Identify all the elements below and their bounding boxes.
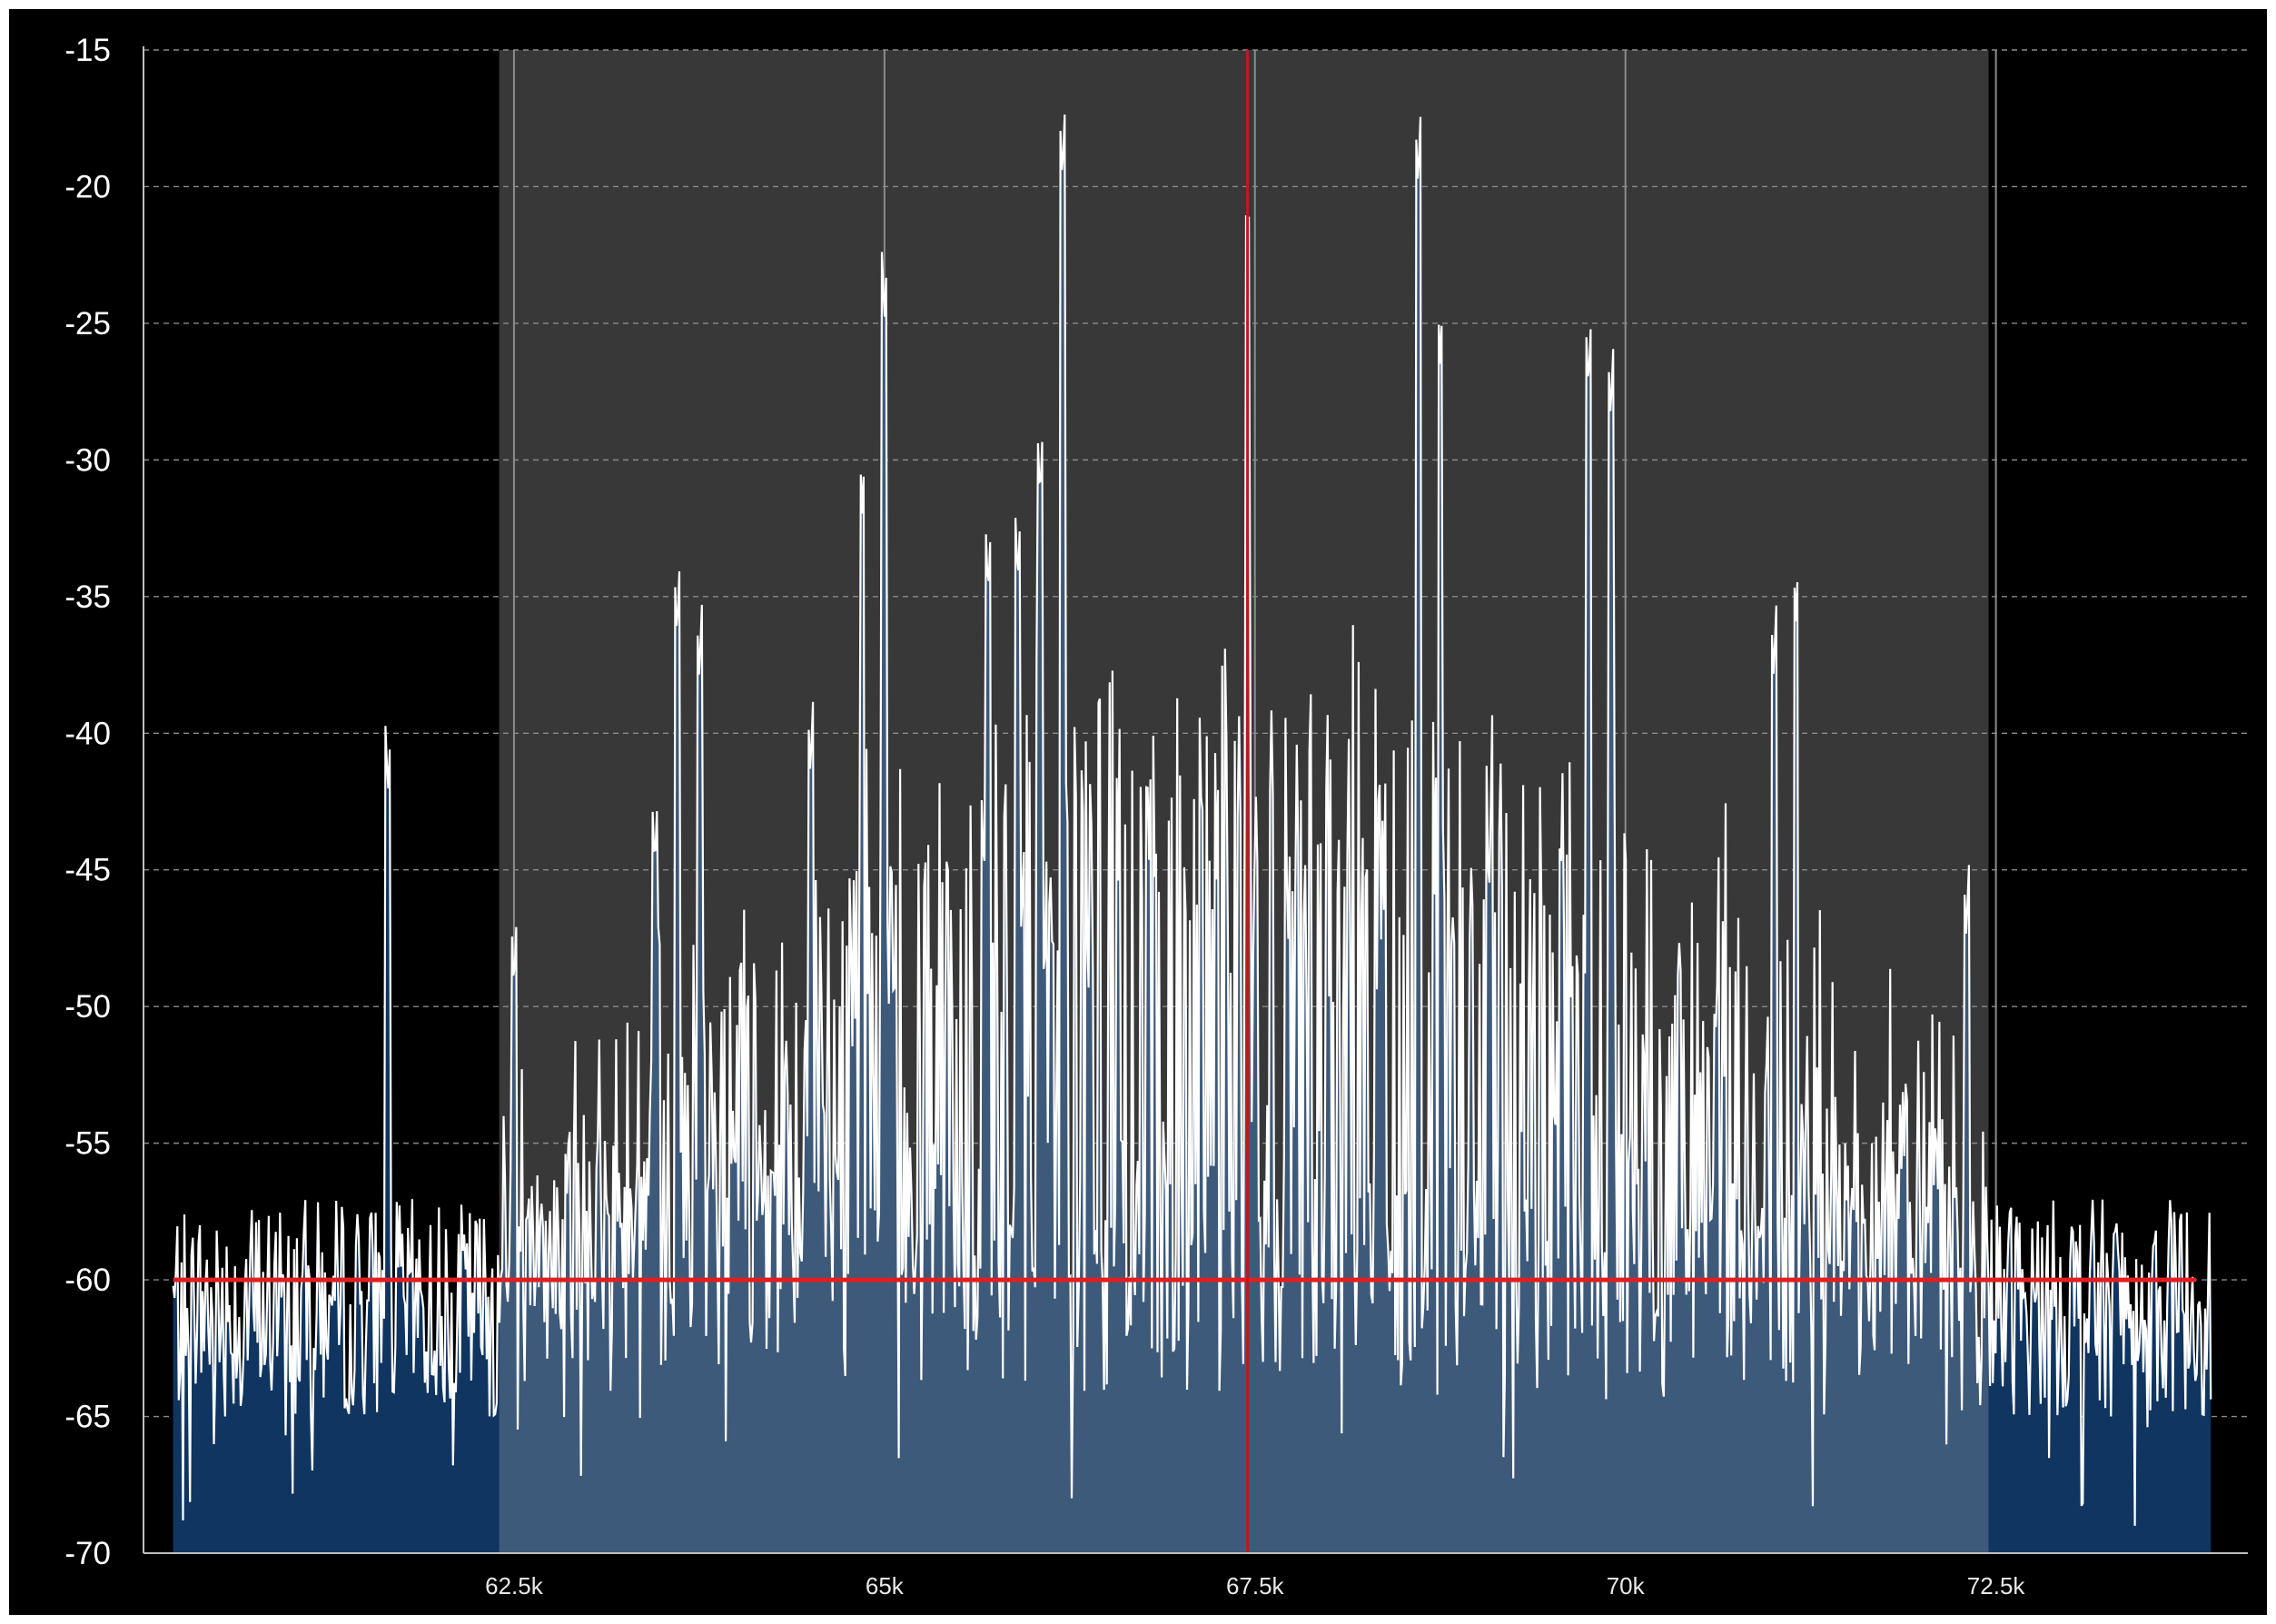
y-tick-label: -50 (64, 989, 111, 1025)
axes (143, 46, 2248, 1554)
y-tick-label: -70 (64, 1536, 111, 1571)
x-tick-label: 72.5k (1967, 1572, 2026, 1599)
x-tick-label: 70k (1607, 1572, 1646, 1599)
y-tick-label: -15 (64, 33, 111, 68)
y-axis-tick-labels: -15 -20 -25 -30 -35 -40 -45 -50 -55 -60 -65 -70 (64, 33, 111, 1571)
x-tick-label: 62.5k (485, 1572, 544, 1599)
x-tick-label: 65k (866, 1572, 905, 1599)
y-tick-label: -25 (64, 306, 111, 342)
y-tick-label: -45 (64, 853, 111, 888)
y-tick-label: -40 (64, 716, 111, 751)
y-tick-label: -55 (64, 1126, 111, 1162)
x-axis-tick-labels: 62.5k 65k 67.5k 70k 72.5k (485, 1572, 2025, 1599)
y-tick-label: -20 (64, 169, 111, 204)
y-tick-label: -60 (64, 1263, 111, 1298)
y-tick-label: -35 (64, 579, 111, 615)
y-tick-label: -65 (64, 1400, 111, 1435)
y-tick-label: -30 (64, 442, 111, 478)
spectrum-trace (172, 114, 2212, 1526)
x-tick-label: 67.5k (1226, 1572, 1285, 1599)
